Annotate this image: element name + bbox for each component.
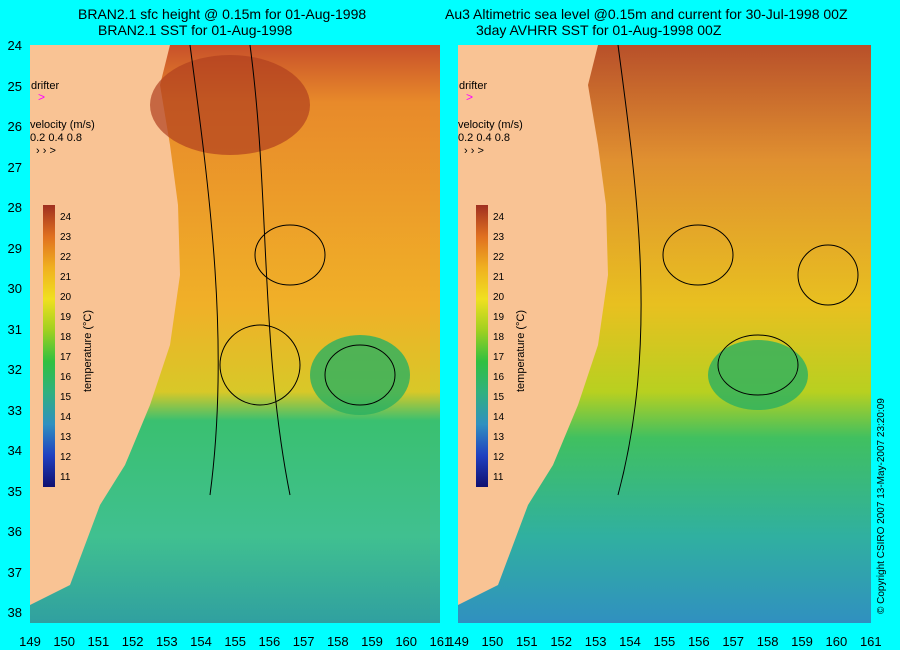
x-tick-label: 154 — [190, 634, 212, 649]
colorbar-tick: 22 — [493, 252, 505, 263]
colorbar-tick: 20 — [60, 292, 72, 303]
x-tick-label: 152 — [121, 634, 144, 649]
right-title-line1: Au3 Altimetric sea level @0.15m and curr… — [445, 6, 848, 22]
x-tick-label: 152 — [550, 634, 573, 649]
colorbar-tick: 14 — [60, 412, 72, 423]
left-drifter-label: drifter — [31, 80, 60, 92]
left-colorbar-title: temperature (°C) — [82, 309, 94, 392]
left-map-panel[interactable] — [30, 45, 440, 623]
colorbar-tick: 11 — [60, 472, 71, 483]
x-tick-label: 157 — [292, 634, 315, 649]
left-drifter-marker: > — [38, 90, 46, 104]
x-tick-label: 155 — [653, 634, 676, 649]
x-tick-label: 159 — [361, 634, 383, 649]
y-tick-label: 38 — [7, 605, 22, 620]
colorbar-tick: 23 — [60, 232, 72, 243]
colorbar-tick: 16 — [493, 372, 505, 383]
colorbar-tick: 22 — [60, 252, 72, 263]
x-tick-label: 161 — [859, 634, 882, 649]
right-drifter-label: drifter — [459, 80, 488, 92]
right-colorbar-title: temperature (°C) — [515, 309, 527, 392]
y-tick-label: 33 — [7, 402, 22, 418]
y-tick-label: 37 — [7, 564, 22, 580]
x-tick-label: 157 — [722, 634, 745, 649]
x-tick-label: 149 — [19, 634, 41, 649]
right-map-svg — [458, 45, 871, 623]
right-title-line2: 3day AVHRR SST for 01-Aug-1998 00Z — [476, 22, 722, 38]
colorbar-tick: 13 — [60, 432, 72, 443]
colorbar-tick: 24 — [60, 212, 72, 223]
y-tick-label: 29 — [7, 240, 22, 256]
x-tick-label: 158 — [756, 634, 779, 649]
colorbar-tick: 19 — [493, 312, 505, 323]
x-tick-label: 153 — [155, 634, 178, 649]
x-tick-label: 154 — [619, 634, 641, 649]
y-tick-label: 25 — [7, 78, 22, 94]
y-tick-label: 35 — [7, 483, 22, 499]
colorbar-tick: 21 — [60, 272, 72, 283]
right-velocity-values: 0.2 0.4 0.8 — [458, 132, 510, 144]
colorbar-tick: 12 — [60, 452, 72, 463]
x-tick-label: 155 — [224, 634, 247, 649]
left-velocity-values: 0.2 0.4 0.8 — [30, 132, 82, 144]
x-tick-label: 151 — [515, 634, 538, 649]
colorbar-tick: 14 — [493, 412, 505, 423]
x-tick-label: 153 — [584, 634, 607, 649]
x-tick-label: 159 — [791, 634, 813, 649]
x-tick-label: 150 — [53, 634, 76, 649]
right-map-panel[interactable] — [458, 45, 871, 623]
colorbar-tick: 13 — [493, 432, 505, 443]
copyright-text: © Copyright CSIRO 2007 13-May-2007 23:20… — [876, 398, 887, 614]
colorbar-tick: 23 — [493, 232, 505, 243]
x-tick-label: 150 — [481, 634, 504, 649]
colorbar-tick: 19 — [60, 312, 72, 323]
x-tick-label: 156 — [687, 634, 710, 649]
y-tick-label: 31 — [7, 321, 22, 337]
y-tick-label: 32 — [7, 362, 22, 377]
colorbar-tick: 18 — [60, 332, 72, 343]
right-ocean-sst — [458, 45, 871, 623]
left-colorbar — [43, 205, 55, 487]
colorbar-tick: 15 — [60, 392, 72, 403]
y-tick-label: 36 — [7, 524, 22, 539]
colorbar-tick: 16 — [60, 372, 72, 383]
left-velocity-arrows: › › > — [36, 145, 56, 157]
x-tick-label: 161 — [429, 634, 452, 649]
x-tick-label: 158 — [326, 634, 349, 649]
colorbar-tick: 20 — [493, 292, 505, 303]
left-title-line1: BRAN2.1 sfc height @ 0.15m for 01-Aug-19… — [78, 6, 367, 22]
left-map-svg — [30, 45, 440, 623]
right-velocity-label: velocity (m/s) — [458, 119, 523, 131]
y-tick-label: 30 — [7, 281, 22, 296]
colorbar-tick: 15 — [493, 392, 505, 403]
x-tick-label: 160 — [825, 634, 848, 649]
y-tick-label: 27 — [7, 159, 22, 175]
y-tick-label: 34 — [7, 443, 22, 458]
colorbar-tick: 17 — [493, 352, 505, 363]
x-tick-label: 151 — [87, 634, 110, 649]
colorbar-tick: 17 — [60, 352, 72, 363]
x-tick-label: 160 — [395, 634, 418, 649]
colorbar-tick: 24 — [493, 212, 505, 223]
colorbar-tick: 12 — [493, 452, 505, 463]
left-title-line2: BRAN2.1 SST for 01-Aug-1998 — [98, 22, 293, 38]
right-colorbar — [476, 205, 488, 487]
colorbar-tick: 21 — [493, 272, 505, 283]
y-tick-label: 26 — [7, 119, 22, 134]
left-velocity-label: velocity (m/s) — [30, 119, 95, 131]
y-tick-label: 28 — [7, 200, 22, 215]
x-tick-label: 149 — [447, 634, 469, 649]
x-tick-label: 156 — [258, 634, 281, 649]
right-velocity-arrows: › › > — [464, 145, 484, 157]
right-drifter-marker: > — [466, 90, 474, 104]
colorbar-tick: 18 — [493, 332, 505, 343]
y-tick-label: 24 — [7, 38, 22, 53]
colorbar-tick: 11 — [493, 472, 504, 483]
